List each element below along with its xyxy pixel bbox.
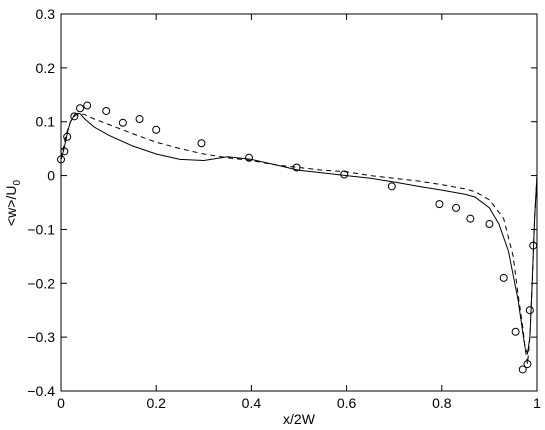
- data-point-marker: [518, 365, 527, 374]
- y-tick-label: 0.3: [36, 6, 56, 22]
- data-point-marker: [152, 125, 161, 134]
- data-point-marker: [245, 153, 254, 162]
- data-point-marker: [452, 203, 461, 212]
- x-tick-label: 1: [533, 395, 541, 411]
- data-point-marker: [118, 118, 127, 127]
- x-tick-label: 0.2: [146, 395, 166, 411]
- x-tick-label: 0.8: [432, 395, 452, 411]
- data-point-marker: [102, 106, 111, 115]
- data-point-marker: [340, 170, 349, 179]
- ticks: [60, 13, 538, 392]
- y-axis-label-sub: 0: [12, 180, 23, 186]
- x-tick-label: 0.4: [242, 395, 262, 411]
- data-point-marker: [466, 214, 475, 223]
- y-tick-label: −0.4: [27, 383, 55, 399]
- data-point-marker: [63, 132, 72, 141]
- data-point-marker: [529, 241, 538, 250]
- y-axis-label: <w>/U0: [3, 180, 23, 226]
- data-point-marker: [435, 200, 444, 209]
- data-point-marker: [523, 360, 532, 369]
- data-point-marker: [70, 112, 79, 121]
- y-tick-label: −0.1: [27, 221, 55, 237]
- dashed-series-line: [60, 113, 538, 365]
- data-point-marker: [511, 327, 520, 336]
- data-point-marker: [387, 182, 396, 191]
- y-axis-label-main: <w>/U: [3, 186, 19, 226]
- x-axis-label: x/2W: [283, 411, 316, 427]
- data-point-marker: [76, 104, 85, 113]
- data-point-marker: [57, 155, 65, 164]
- plot-frame: [60, 13, 538, 392]
- data-point-marker: [485, 220, 494, 229]
- x-tick-label: 0.6: [337, 395, 357, 411]
- y-tick-label: 0: [47, 168, 55, 184]
- data-point-marker: [83, 101, 92, 110]
- data-point-marker: [525, 306, 534, 315]
- y-tick-label: 0.2: [36, 60, 56, 76]
- tick-labels: 0 0.2 0.4 0.6 0.8 1 −0.4 −0.3 −0.2 −0.1 0 0.1 0.2 0.3: [27, 6, 541, 411]
- data-point-marker: [135, 115, 144, 124]
- y-tick-label: −0.2: [27, 275, 55, 291]
- data-point-marker: [60, 147, 69, 156]
- data-point-marker: [197, 139, 206, 148]
- y-tick-label: −0.3: [27, 329, 55, 345]
- y-tick-label: 0.1: [36, 114, 56, 130]
- x-tick-label: 0: [57, 395, 65, 411]
- series-layer: [57, 101, 538, 374]
- data-point-marker: [292, 163, 301, 172]
- data-point-marker: [499, 273, 508, 282]
- solid-series-line: [60, 113, 538, 356]
